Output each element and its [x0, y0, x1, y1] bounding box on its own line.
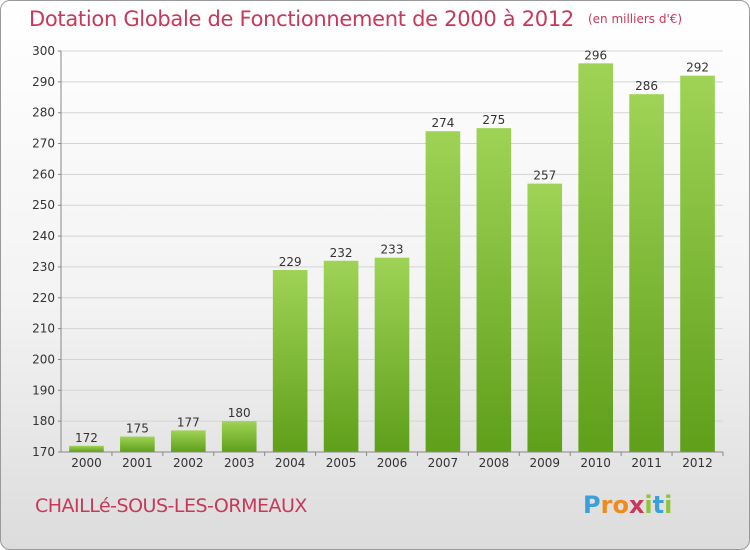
bar-2009 [527, 183, 563, 452]
bar-value-label: 233 [381, 243, 404, 257]
bar-2002 [170, 430, 206, 452]
y-tick-label: 200 [32, 352, 55, 366]
bar-2012 [680, 75, 715, 452]
logo-letter: i [644, 491, 653, 519]
bar-value-label: 257 [533, 169, 556, 183]
y-tick-label: 180 [32, 414, 55, 428]
x-tick-label: 2005 [326, 456, 357, 470]
x-tick-label: 2006 [377, 456, 408, 470]
logo-letter: i [664, 491, 673, 519]
bar-2000 [69, 445, 104, 452]
y-tick-label: 280 [32, 106, 55, 120]
bar-value-label: 292 [686, 61, 709, 75]
bar-2005 [323, 260, 359, 452]
x-tick-label: 2008 [479, 456, 510, 470]
y-tick-label: 270 [32, 137, 55, 151]
bar-value-label: 274 [431, 116, 454, 130]
chart-title: Dotation Globale de Fonctionnement de 20… [29, 7, 682, 31]
proxiti-logo: Proxiti [583, 491, 672, 519]
logo-letter: r [600, 491, 613, 519]
bar-2008 [476, 128, 512, 452]
x-tick-label: 2000 [71, 456, 102, 470]
bars: 172 175 177 180 229 232 233 274 275 257 296 286 292 [69, 48, 715, 452]
y-tick-label: 300 [32, 44, 55, 58]
x-tick-label: 2004 [275, 456, 306, 470]
x-tick-label: 2011 [631, 456, 662, 470]
x-tick-label: 2010 [580, 456, 611, 470]
commune-name: CHAILLé-SOUS-LES-ORMEAUX [35, 495, 307, 517]
y-tick-label: 230 [32, 260, 55, 274]
x-tick-label: 2012 [682, 456, 713, 470]
x-tick-label: 2003 [224, 456, 255, 470]
y-tick-label: 220 [32, 291, 55, 305]
bar-2010 [578, 63, 614, 452]
x-axis: 2000 2001 2002 2003 2004 2005 2006 2007 2008 2009… [61, 451, 724, 470]
y-tick-label: 210 [32, 322, 55, 336]
bar-value-label: 275 [482, 113, 505, 127]
logo-letter: t [652, 491, 665, 519]
x-tick-label: 2001 [122, 456, 153, 470]
logo-letter: P [583, 491, 601, 519]
bar-value-label: 229 [279, 255, 302, 269]
y-tick-label: 260 [32, 167, 55, 181]
bar-value-label: 177 [177, 415, 200, 429]
bar-value-label: 232 [330, 246, 353, 260]
chart-title-text: Dotation Globale de Fonctionnement de 20… [29, 7, 574, 31]
chart-unit: (en milliers d'€) [587, 12, 683, 26]
logo-letter: x [628, 491, 645, 519]
y-tick-label: 190 [32, 383, 55, 397]
y-tick-label: 250 [32, 198, 55, 212]
x-tick-label: 2007 [428, 456, 459, 470]
bar-value-label: 175 [126, 422, 149, 436]
y-axis: 170 180 190 200 210 220 230 240 250 260 270 280 290 3… [32, 44, 62, 459]
bar-2011 [629, 94, 664, 452]
bar-value-label: 286 [635, 79, 658, 93]
bar-2007 [425, 131, 461, 452]
bar-2004 [272, 270, 308, 452]
bar-2001 [120, 436, 155, 452]
bar-value-label: 180 [228, 406, 251, 420]
x-tick-label: 2002 [173, 456, 204, 470]
logo-letter: o [612, 491, 629, 519]
bar-value-label: 296 [584, 48, 607, 62]
bar-value-label: 172 [75, 431, 98, 445]
x-tick-label: 2009 [529, 456, 560, 470]
y-tick-label: 290 [32, 75, 55, 89]
y-tick-label: 240 [32, 229, 55, 243]
bar-2003 [221, 421, 257, 452]
y-tick-label: 170 [32, 445, 55, 459]
bar-2006 [374, 257, 410, 452]
